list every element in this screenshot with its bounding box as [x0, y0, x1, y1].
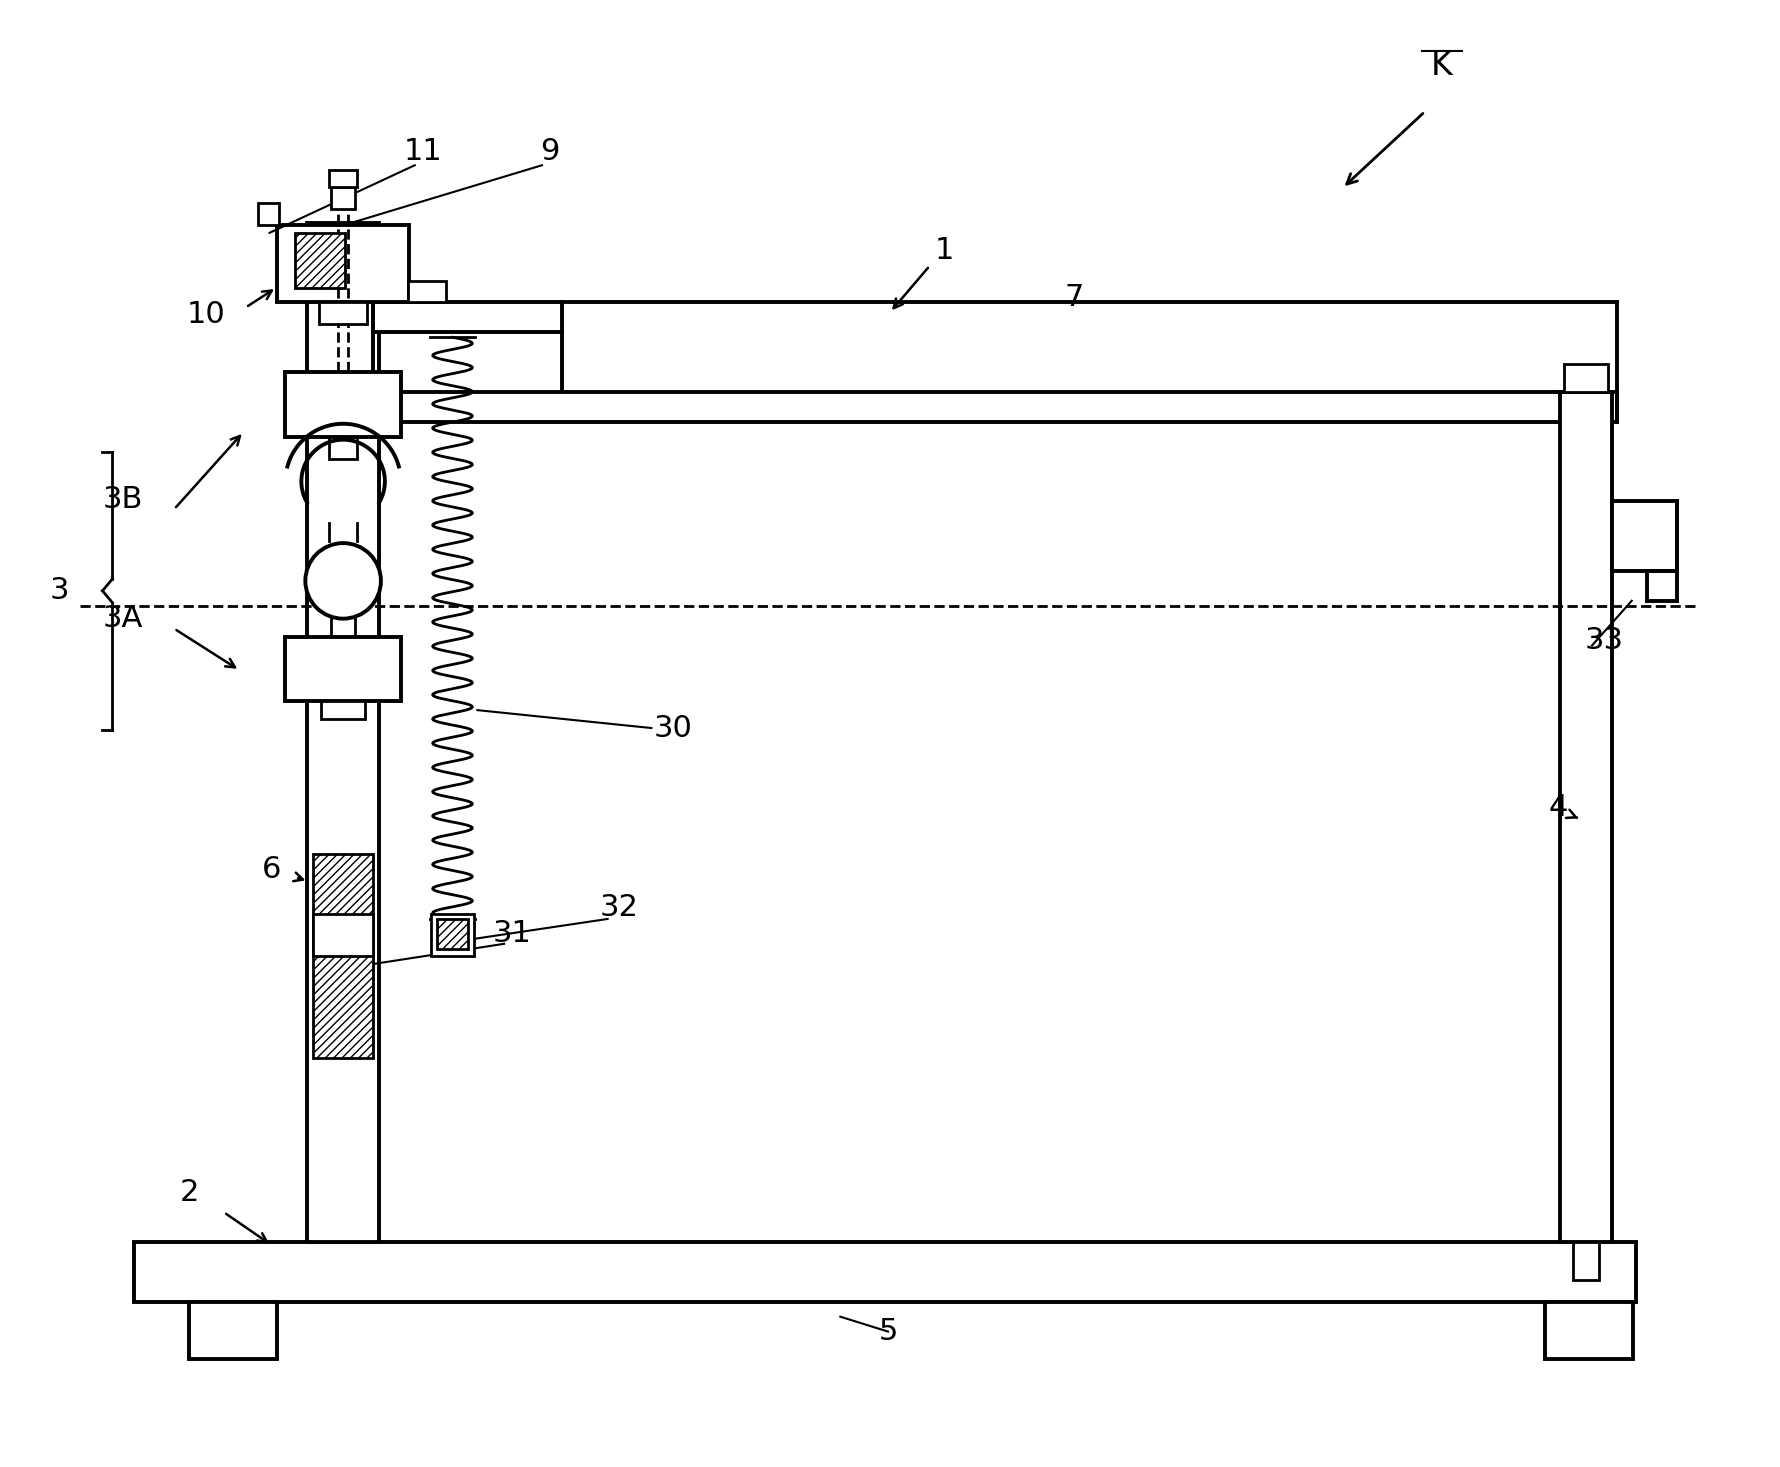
Bar	[189, 1301, 276, 1360]
Bar	[285, 637, 400, 701]
Text: 2: 2	[180, 1178, 199, 1207]
Bar	[313, 854, 374, 1058]
Bar	[320, 701, 365, 719]
Text: 9: 9	[541, 136, 559, 166]
Bar	[374, 302, 562, 333]
Text: 10: 10	[187, 299, 226, 329]
Bar	[1565, 364, 1607, 392]
Text: 4: 4	[1549, 794, 1568, 822]
Bar	[1545, 1301, 1632, 1360]
Text: 11: 11	[404, 136, 441, 166]
Bar	[319, 302, 367, 324]
Bar	[374, 392, 1616, 422]
Bar	[1561, 392, 1613, 1243]
Bar	[278, 224, 409, 302]
Bar	[329, 170, 358, 188]
Text: K: K	[1431, 50, 1452, 82]
Bar	[408, 280, 445, 302]
Bar	[329, 437, 358, 459]
Bar	[331, 188, 354, 208]
Bar	[1613, 502, 1677, 571]
Text: 3B: 3B	[101, 484, 142, 513]
Text: 6: 6	[262, 855, 281, 883]
Bar	[431, 914, 475, 955]
Bar	[1574, 1243, 1598, 1279]
Text: 3: 3	[50, 577, 69, 606]
Bar	[295, 233, 345, 288]
Text: 31: 31	[493, 920, 532, 948]
Bar	[134, 1243, 1636, 1301]
Text: 1: 1	[934, 236, 954, 266]
Polygon shape	[1574, 1279, 1598, 1301]
Text: 7: 7	[1064, 283, 1084, 312]
Bar	[436, 918, 468, 949]
Bar	[308, 223, 379, 1243]
Circle shape	[306, 543, 381, 619]
Text: 32: 32	[600, 892, 639, 921]
Text: 30: 30	[653, 713, 692, 742]
Bar	[285, 373, 400, 437]
Text: 33: 33	[1584, 626, 1623, 656]
Bar	[258, 202, 279, 224]
Text: 3A: 3A	[101, 604, 142, 634]
Bar	[313, 914, 374, 955]
Text: 5: 5	[878, 1317, 897, 1347]
